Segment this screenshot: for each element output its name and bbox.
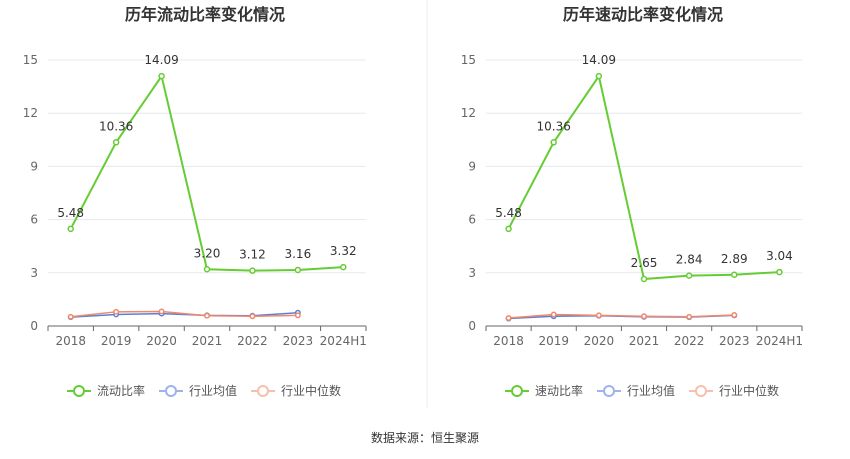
x-tick-label: 2023 xyxy=(719,334,750,348)
legend-label: 行业均值 xyxy=(189,383,237,398)
legend-label: 速动比率 xyxy=(535,383,583,398)
data-label: 3.32 xyxy=(330,244,357,258)
data-point xyxy=(640,275,648,283)
current-ratio-chart: 历年流动比率变化情况 0 3 6 9 12 15 2018 2019 2020 2021 2022 20… xyxy=(23,5,367,398)
data-point xyxy=(294,312,301,319)
data-point xyxy=(340,263,347,271)
legend-item[interactable]: 行业均值 xyxy=(597,383,675,398)
x-tick-label: 2024H1 xyxy=(320,334,367,348)
data-point xyxy=(641,313,647,320)
data-point xyxy=(731,271,738,279)
x-tick-label: 2019 xyxy=(538,334,569,348)
y-tick-label: 0 xyxy=(468,319,476,333)
series-line xyxy=(70,310,298,318)
series-line xyxy=(69,73,344,272)
y-tick-label: 9 xyxy=(468,159,476,173)
data-label: 10.36 xyxy=(99,119,133,133)
data-label: 2.84 xyxy=(676,253,703,267)
x-tick-label: 2024H1 xyxy=(756,334,803,348)
x-tick-label: 2021 xyxy=(629,334,660,348)
legend-item[interactable]: 流动比率 xyxy=(67,383,145,398)
legend-label: 行业均值 xyxy=(627,383,675,398)
x-tick-label: 2020 xyxy=(146,334,177,348)
series-line xyxy=(507,73,780,281)
quick-ratio-chart: 历年速动比率变化情况 0 3 6 9 12 15 2018 2019 2020 2021 2022 20… xyxy=(461,5,803,398)
chart-title: 历年速动比率变化情况 xyxy=(563,5,723,24)
data-point xyxy=(158,72,165,80)
x-tick-label: 2023 xyxy=(283,334,314,348)
legend-item[interactable]: 行业中位数 xyxy=(689,383,779,398)
data-point xyxy=(294,266,302,274)
data-point xyxy=(113,308,120,315)
series-line xyxy=(70,311,298,318)
y-tick-label: 6 xyxy=(468,213,476,227)
data-point xyxy=(249,313,256,320)
legend-marker-icon xyxy=(73,385,85,397)
data-label: 10.36 xyxy=(537,119,571,133)
data-point xyxy=(203,266,211,273)
data-point xyxy=(686,313,693,320)
series-line xyxy=(508,313,735,319)
y-tick-label: 3 xyxy=(30,266,38,280)
data-label: 3.16 xyxy=(284,247,311,261)
x-tick-label: 2022 xyxy=(237,334,268,348)
data-label: 3.04 xyxy=(766,249,793,263)
y-tick-label: 6 xyxy=(30,213,38,227)
data-point xyxy=(112,139,120,146)
legend-marker-icon xyxy=(165,385,177,397)
data-point xyxy=(550,139,557,146)
data-label: 5.48 xyxy=(495,206,522,220)
data-point xyxy=(67,313,74,320)
y-tick-label: 15 xyxy=(23,53,38,67)
y-tick-label: 3 xyxy=(468,266,476,280)
data-point xyxy=(685,272,693,279)
legend-item[interactable]: 行业均值 xyxy=(159,383,237,398)
data-point xyxy=(505,315,512,321)
data-label: 3.12 xyxy=(239,248,266,262)
data-label: 3.20 xyxy=(194,246,221,260)
data-point xyxy=(550,311,557,318)
x-tick-label: 2020 xyxy=(584,334,615,348)
data-point xyxy=(204,312,210,319)
data-label: 2.65 xyxy=(631,256,658,270)
legend-marker-icon xyxy=(257,385,269,397)
data-point xyxy=(731,312,738,318)
legend-item[interactable]: 速动比率 xyxy=(505,383,583,398)
legend-marker-icon xyxy=(511,385,523,397)
legend-marker-icon xyxy=(603,385,615,397)
x-tick-label: 2019 xyxy=(101,334,132,348)
data-label: 2.89 xyxy=(721,252,748,266)
data-point xyxy=(595,312,602,319)
y-tick-label: 12 xyxy=(23,106,38,120)
x-tick-label: 2022 xyxy=(674,334,705,348)
source-label: 数据来源：恒生聚源 xyxy=(371,430,479,445)
data-point xyxy=(776,268,783,276)
data-point xyxy=(505,225,512,233)
y-tick-label: 0 xyxy=(30,319,38,333)
chart-title: 历年流动比率变化情况 xyxy=(125,5,285,24)
data-label: 14.09 xyxy=(582,53,616,67)
y-tick-label: 9 xyxy=(30,159,38,173)
legend-label: 流动比率 xyxy=(97,383,145,398)
legend-label: 行业中位数 xyxy=(719,383,779,398)
data-label: 14.09 xyxy=(144,53,178,67)
y-tick-label: 12 xyxy=(461,106,476,120)
legend-item[interactable]: 行业中位数 xyxy=(251,383,341,398)
x-tick-label: 2018 xyxy=(493,334,524,348)
x-tick-label: 2021 xyxy=(192,334,223,348)
data-point xyxy=(67,225,74,233)
legend-label: 行业中位数 xyxy=(281,383,341,398)
legend-marker-icon xyxy=(695,385,707,397)
data-point xyxy=(158,308,165,315)
x-tick-label: 2018 xyxy=(55,334,86,348)
data-point xyxy=(249,267,256,274)
y-tick-label: 15 xyxy=(461,53,476,67)
data-label: 5.48 xyxy=(57,206,84,220)
data-point xyxy=(595,72,603,80)
